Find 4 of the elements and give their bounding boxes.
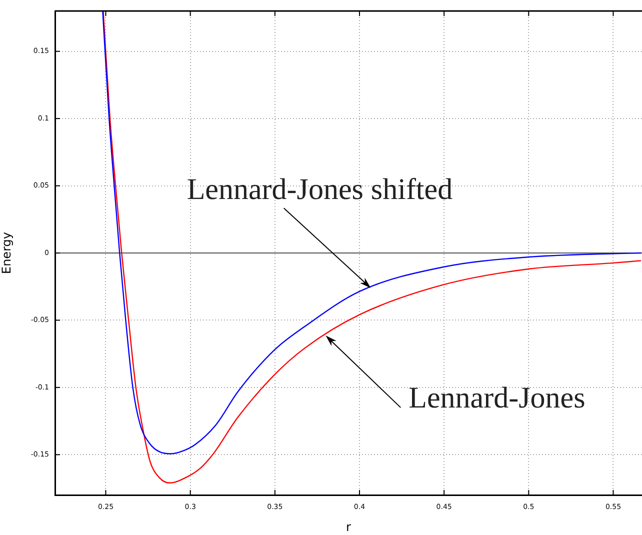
annotation: Lennard-Jones shifted: [186, 172, 453, 206]
y-axis-title: Energy: [0, 232, 14, 274]
annotation: Lennard-Jones: [408, 381, 586, 414]
x-axis-title: r: [346, 520, 352, 534]
